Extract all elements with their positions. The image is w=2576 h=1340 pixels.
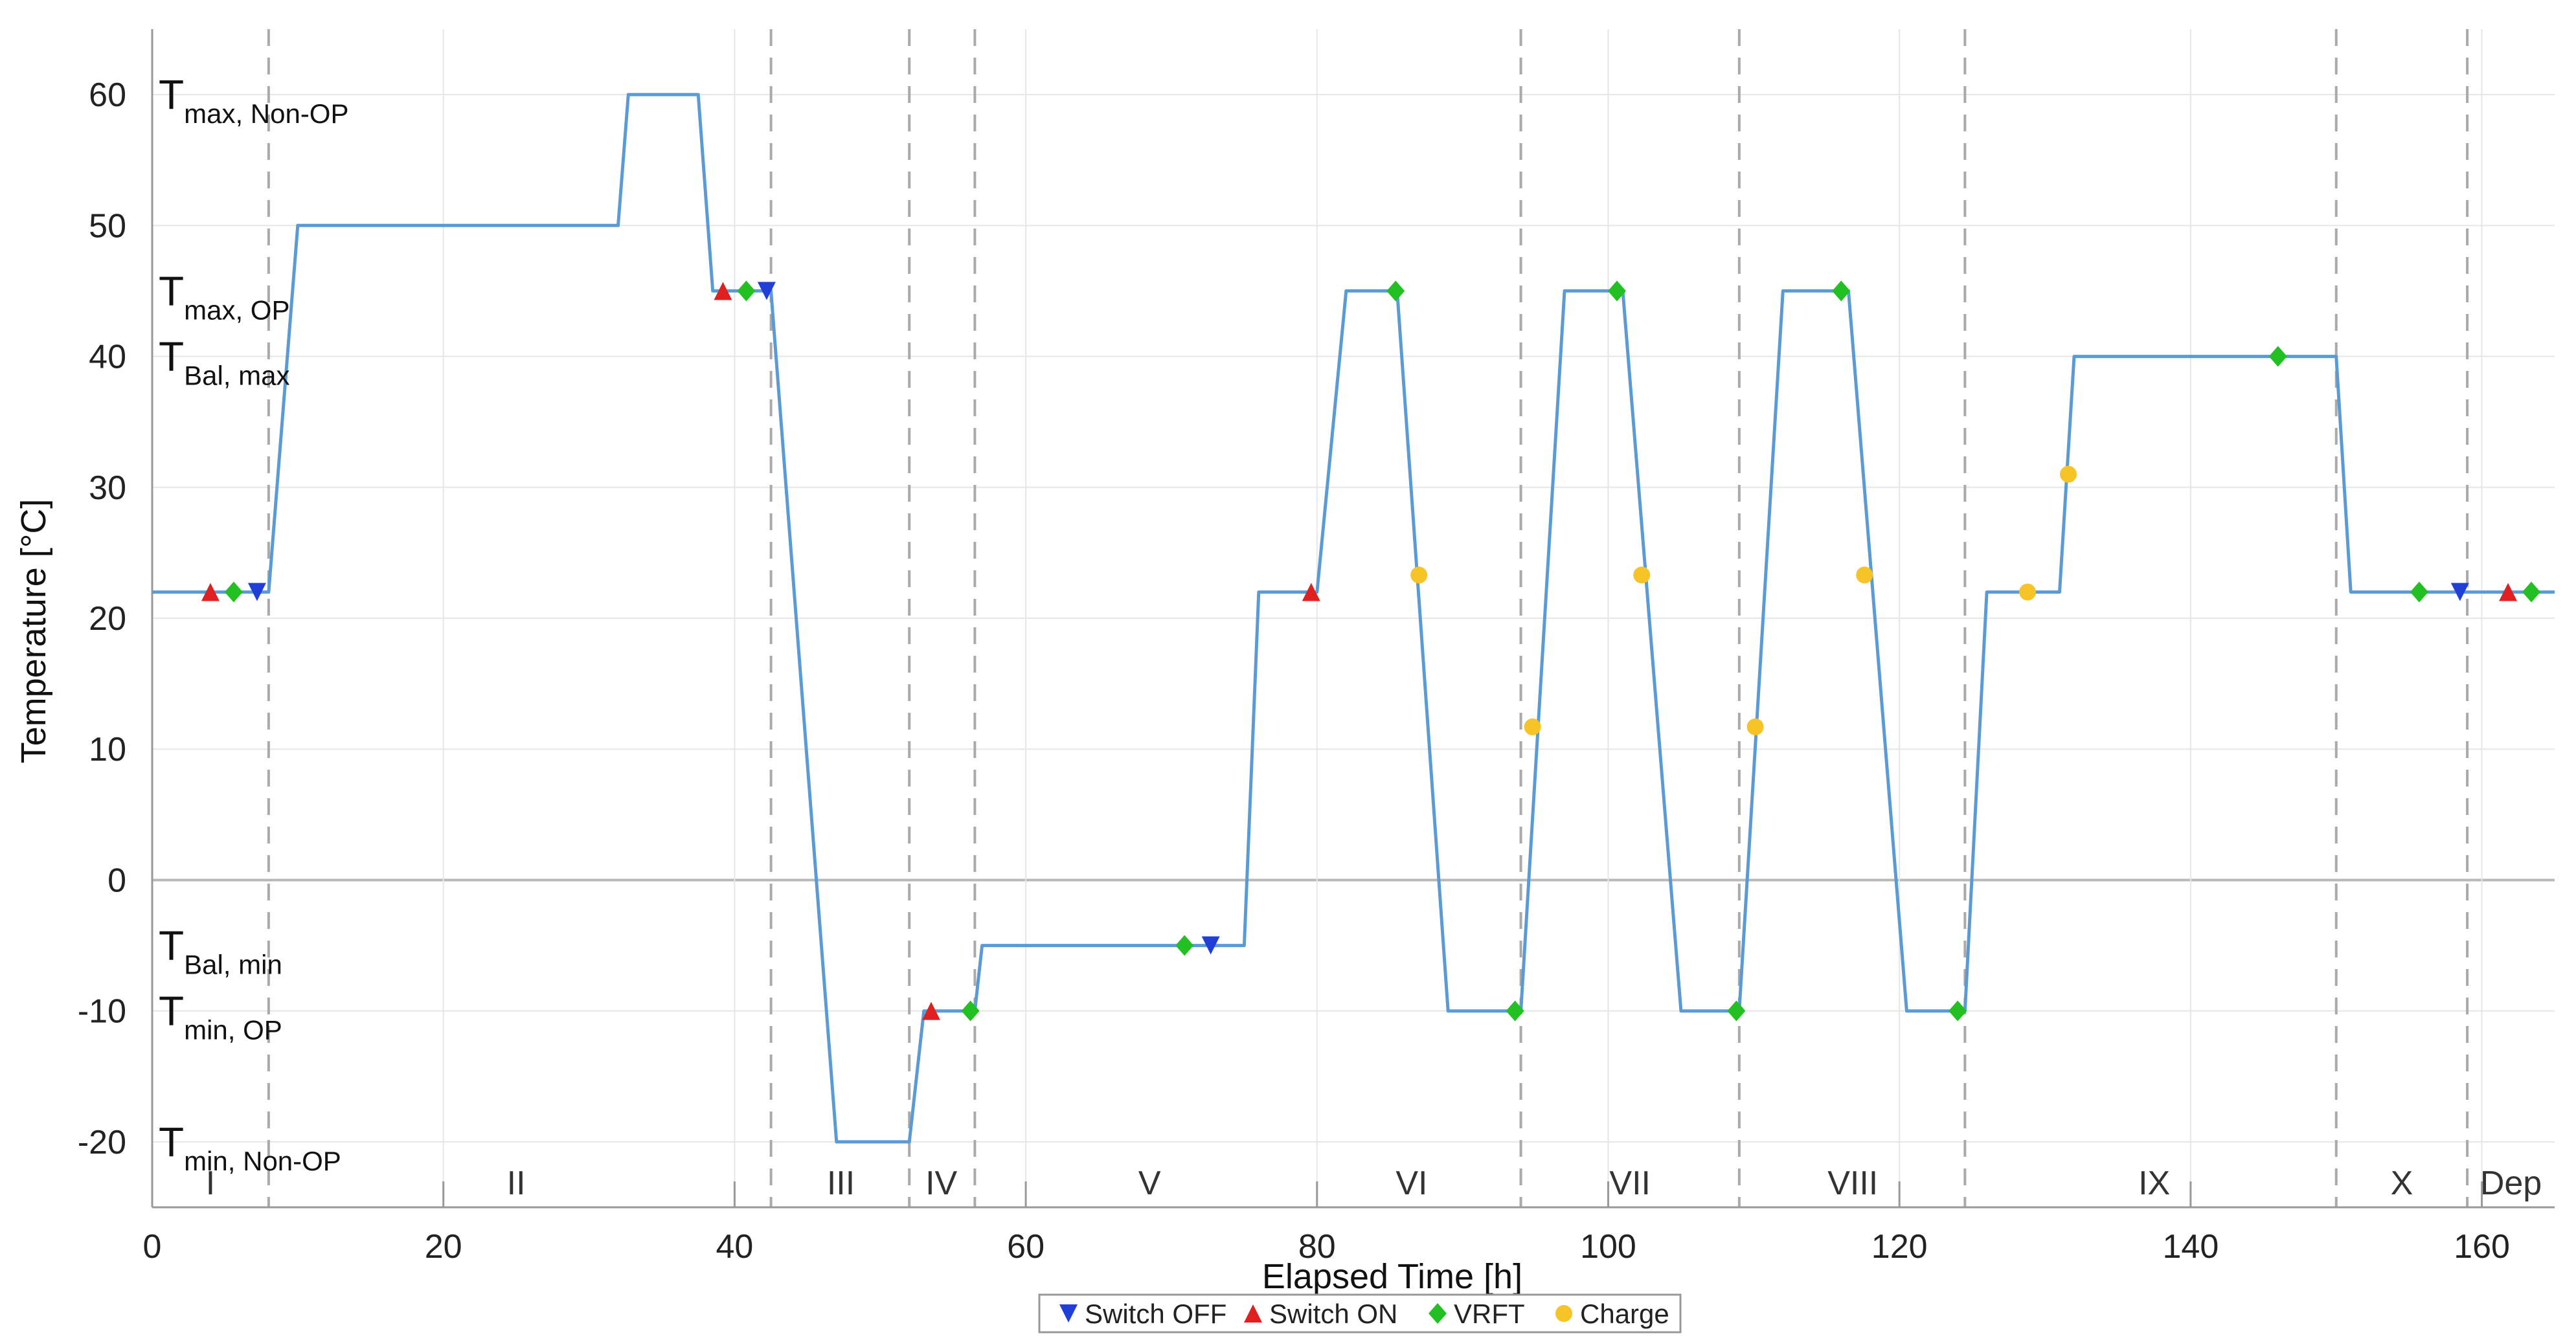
y-tick-label: 20 — [89, 600, 126, 638]
vrft-marker — [1949, 1000, 1967, 1022]
threshold-subscript: min, OP — [184, 1015, 282, 1045]
threshold-subscript: max, OP — [184, 295, 289, 325]
threshold-symbol: T — [159, 333, 184, 380]
threshold-symbol: T — [159, 71, 184, 118]
phase-label: VI — [1395, 1165, 1427, 1202]
x-tick-label: 80 — [1298, 1228, 1336, 1266]
vrft-marker — [1727, 1000, 1746, 1022]
x-tick-label: 40 — [716, 1228, 753, 1266]
x-tick-label: 140 — [2162, 1228, 2219, 1266]
temperature-threshold-label: Tmin, Non-OP — [159, 1119, 341, 1176]
charge-marker — [2019, 583, 2037, 601]
phase-label: VIII — [1827, 1165, 1878, 1202]
vrft-marker — [1506, 1000, 1524, 1022]
vrft-marker — [737, 280, 756, 302]
legend-entry: Charge — [1555, 1299, 1669, 1329]
axes: -20 -10 0 10 20 30 40 50 60 0 20 40 60 80 100 120 140 160 — [78, 29, 2555, 1266]
vrft-marker — [1175, 935, 1194, 956]
charge-marker — [1746, 718, 1764, 735]
temperature-threshold-label: Tmax, Non-OP — [159, 71, 349, 129]
temperature-threshold-label: TBal, max — [159, 333, 289, 391]
phase-label: III — [827, 1165, 855, 1202]
charge-marker — [1633, 566, 1651, 584]
vrft-marker — [1607, 280, 1626, 302]
y-tick-label: -20 — [78, 1124, 126, 1161]
temperature-threshold-label: Tmax, OP — [159, 267, 289, 325]
switch-off-marker — [2450, 583, 2469, 601]
y-tick-label: 60 — [89, 76, 126, 114]
legend-charge-symbol — [1555, 1305, 1572, 1322]
y-tick-label: 30 — [89, 469, 126, 507]
phase-label: IV — [925, 1165, 957, 1202]
y-tick-label: 10 — [89, 731, 126, 768]
threshold-subscript: max, Non-OP — [184, 98, 348, 129]
temperature-threshold-label: TBal, min — [159, 922, 282, 980]
legend-label: VRFT — [1454, 1299, 1525, 1329]
threshold-subscript: Bal, max — [184, 361, 289, 391]
x-tick-label: 100 — [1580, 1228, 1636, 1266]
vrft-marker — [961, 1000, 980, 1022]
phase-label: VII — [1609, 1165, 1651, 1202]
phase-label: II — [507, 1165, 526, 1202]
switch-on-marker — [1302, 583, 1320, 601]
x-axis-title: Elapsed Time [h] — [1262, 1257, 1522, 1296]
temperature-series — [152, 93, 2555, 1144]
x-tick-label: 0 — [143, 1228, 162, 1266]
y-tick-label: 40 — [89, 339, 126, 376]
legend-vrft-symbol — [1429, 1303, 1447, 1324]
legend-entry: VRFT — [1429, 1299, 1525, 1329]
switch-off-marker — [757, 282, 776, 300]
vrft-marker — [2522, 581, 2541, 603]
y-tick-label: -10 — [78, 993, 126, 1031]
phase-label: V — [1138, 1165, 1161, 1202]
threshold-symbol: T — [159, 922, 184, 969]
phase-label: I — [206, 1165, 215, 1202]
vrft-marker — [2268, 346, 2287, 367]
charge-marker — [1856, 566, 1873, 584]
switch-on-marker — [2499, 583, 2518, 601]
threshold-subscript: Bal, min — [184, 950, 282, 980]
switch-off-marker — [1201, 936, 1220, 955]
threshold-symbol: T — [159, 1119, 184, 1165]
switch-on-marker — [921, 1001, 940, 1020]
switch-on-marker — [201, 583, 220, 601]
phase-label: X — [2391, 1165, 2413, 1202]
legend-label: Charge — [1580, 1299, 1669, 1329]
vrft-marker — [2410, 581, 2428, 603]
legend-switch-on-symbol — [1244, 1304, 1262, 1323]
x-tick-label: 60 — [1007, 1228, 1045, 1266]
phase-label: Dep — [2480, 1165, 2542, 1202]
threshold-subscript: min, Non-OP — [184, 1146, 341, 1176]
charge-marker — [2060, 465, 2077, 483]
legend-entry: Switch ON — [1244, 1299, 1397, 1329]
legend-label: Switch OFF — [1085, 1299, 1226, 1329]
phase-label: IX — [2138, 1165, 2170, 1202]
temperature-threshold-label: Tmin, OP — [159, 988, 282, 1045]
vrft-marker — [224, 581, 243, 603]
vrft-marker — [1386, 280, 1405, 302]
legend-entry: Switch OFF — [1059, 1299, 1226, 1329]
y-tick-label: 50 — [89, 207, 126, 245]
y-tick-label: 0 — [107, 862, 126, 899]
threshold-symbol: T — [159, 267, 184, 314]
chart-labels: Elapsed Time [h] Temperature [°C] I II III… — [14, 71, 2542, 1296]
x-tick-label: 120 — [1871, 1228, 1928, 1266]
temperature-profile-line — [152, 93, 2555, 1144]
legend-box — [1038, 1293, 1682, 1334]
y-axis-title: Temperature [°C] — [14, 499, 53, 764]
event-markers — [201, 280, 2541, 1022]
threshold-symbol: T — [159, 988, 184, 1034]
legend: Switch OFF Switch ON VRFT Charge — [1038, 1293, 1682, 1334]
x-tick-label: 20 — [425, 1228, 462, 1266]
vrft-marker — [1832, 280, 1851, 302]
charge-marker — [1524, 718, 1541, 735]
legend-label: Switch ON — [1269, 1299, 1397, 1329]
x-tick-label: 160 — [2454, 1228, 2510, 1266]
legend-switch-off-symbol — [1059, 1304, 1078, 1323]
switch-off-marker — [247, 583, 266, 601]
charge-marker — [1410, 566, 1428, 584]
switch-on-marker — [714, 282, 732, 300]
